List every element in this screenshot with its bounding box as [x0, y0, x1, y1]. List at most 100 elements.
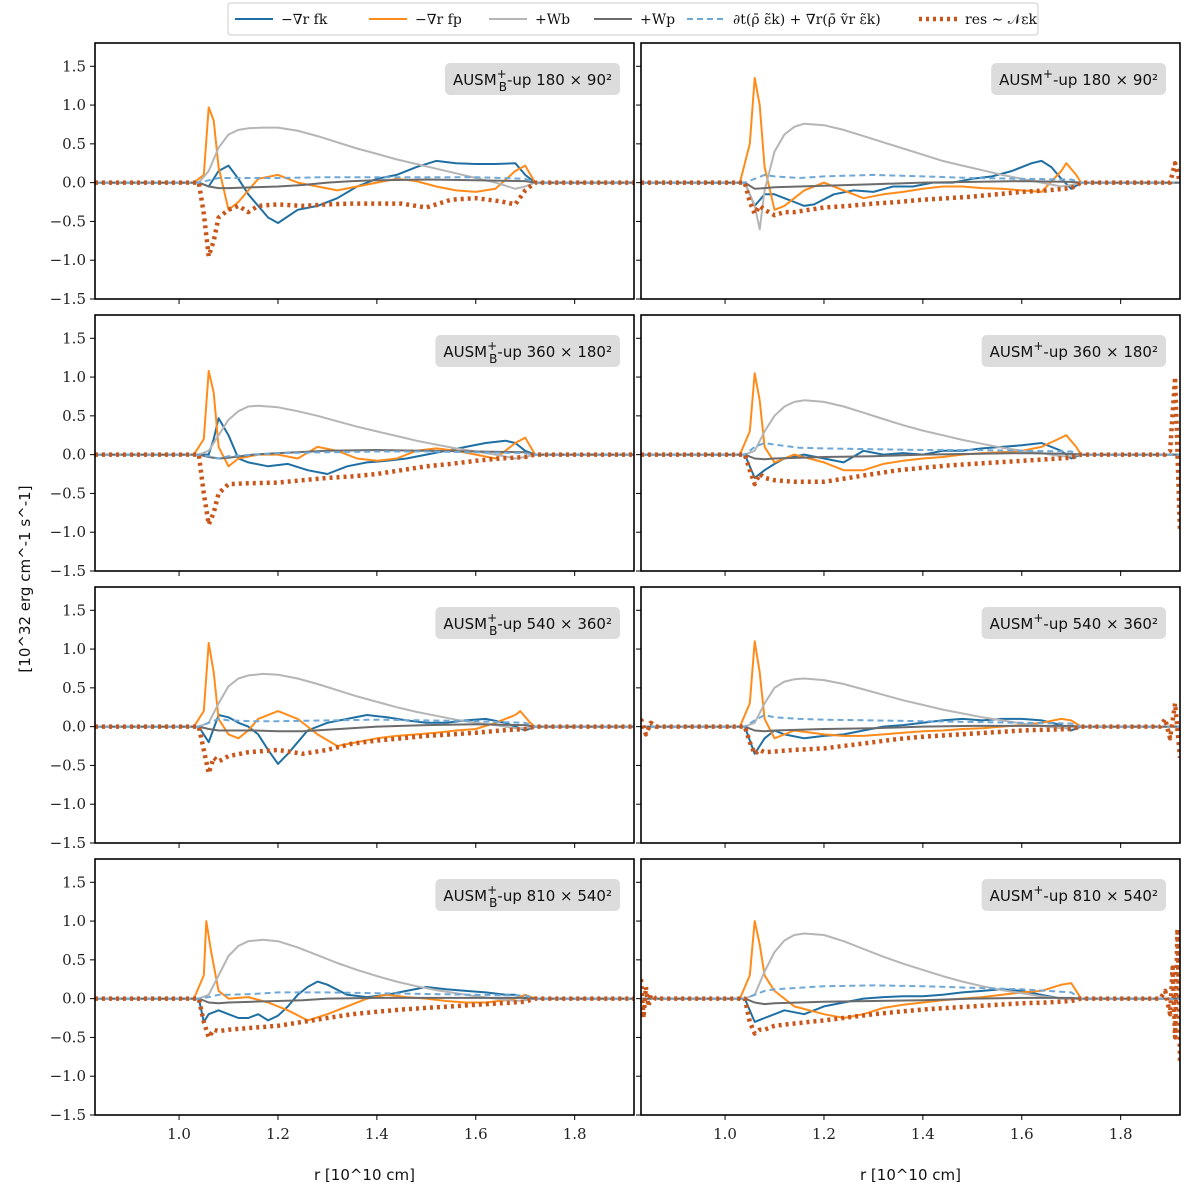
series-line-res: [641, 926, 1180, 1061]
series-line-Wb: [95, 404, 634, 460]
y-tick-label: 0.0: [62, 446, 86, 464]
y-tick-label: 1.0: [62, 640, 86, 658]
y-tick-label: −0.5: [50, 1028, 86, 1046]
panel-title-text: AUSM+-up 180 × 90²: [999, 67, 1158, 89]
x-tick-label: 1.8: [1109, 1125, 1133, 1143]
series-line-res: [641, 160, 1180, 218]
panel-title: AUSM+ B-up 180 × 90²: [444, 63, 620, 95]
y-tick-label: 0.5: [62, 951, 86, 969]
series-line-grad_fp: [95, 920, 634, 1022]
series-group: [641, 920, 1180, 1061]
series-line-Wp: [95, 996, 634, 1005]
panel-title-box: [981, 879, 1166, 911]
y-tick-label: −1.5: [50, 562, 86, 580]
series-line-dt_eps: [641, 714, 1180, 728]
chart-panel: AUSM+-up 180 × 90²: [636, 42, 1181, 304]
panel-title-text: AUSM+ B-up 540 × 360²: [443, 611, 612, 638]
y-tick-label: 0.0: [62, 174, 86, 192]
series-line-Wb: [95, 126, 634, 190]
x-tick-label: 1.0: [167, 1125, 191, 1143]
x-tick-label: 1.2: [266, 1125, 290, 1143]
series-line-res: [95, 180, 634, 259]
y-tick-label: −1.5: [50, 834, 86, 852]
panel-title-box: [991, 63, 1166, 95]
panel-title-text: AUSM+ B-up 180 × 90²: [453, 67, 612, 94]
series-line-res: [641, 374, 1180, 533]
legend-label: +Wp: [640, 12, 675, 28]
series-line-grad_fp: [95, 106, 634, 211]
y-tick-label: −1.5: [50, 290, 86, 308]
series-line-dt_eps: [95, 717, 634, 728]
y-tick-label: −1.0: [50, 795, 86, 813]
series-line-dt_eps: [95, 176, 634, 184]
y-tick-label: −0.5: [50, 756, 86, 774]
series-line-Wp: [641, 724, 1180, 733]
series-group: [95, 641, 634, 776]
series-line-grad_fp: [641, 372, 1180, 472]
y-tick-label: 0.5: [62, 135, 86, 153]
legend-entry: −∇r fk: [235, 12, 328, 28]
series-line-Wp: [641, 180, 1180, 190]
panel-title-text: AUSM+-up 540 × 360²: [990, 611, 1158, 633]
y-tick-label: −0.5: [50, 484, 86, 502]
y-tick-label: −1.0: [50, 251, 86, 269]
series-line-grad_fk: [641, 159, 1180, 207]
series-line-Wp: [95, 178, 634, 190]
panel-title-text: AUSM+-up 360 × 180²: [990, 339, 1158, 361]
series-line-res: [95, 996, 634, 1040]
panel-title-box: [435, 335, 620, 367]
y-tick-label: 1.5: [62, 57, 86, 75]
series-line-Wb: [641, 122, 1180, 231]
series-line-res: [95, 452, 634, 527]
series-group: [95, 106, 634, 259]
series-line-dt_eps: [95, 991, 634, 1000]
panel-title-text: AUSM+-up 810 × 540²: [990, 883, 1158, 905]
series-group: [641, 372, 1180, 533]
x-tick-label: 1.6: [1010, 1125, 1034, 1143]
series-line-dt_eps: [641, 173, 1180, 184]
series-line-Wp: [641, 452, 1180, 461]
legend-label: +Wb: [535, 12, 570, 28]
series-line-grad_fk: [95, 159, 634, 224]
panel-title-box: [435, 607, 620, 639]
chart-panel: 1.0 1.2 1.4 1.6 1.8 AUSM+-up 810 × 540²: [636, 858, 1181, 1143]
series-line-Wb: [95, 938, 634, 1002]
series-line-grad_fp: [95, 641, 634, 747]
x-tick-label: 1.8: [563, 1125, 587, 1143]
y-axis-label: [10^32 erg cm^-1 s^-1]: [16, 485, 34, 672]
panel-frame: [94, 42, 635, 300]
x-tick-label: 1.0: [713, 1125, 737, 1143]
series-line-res: [641, 701, 1180, 758]
y-tick-label: −1.5: [50, 1106, 86, 1124]
panel-title: AUSM+-up 180 × 90²: [991, 63, 1166, 95]
panel-frame: [640, 586, 1181, 844]
series-group: [641, 76, 1180, 231]
panel-frame: [94, 858, 635, 1116]
y-tick-label: 1.5: [62, 329, 86, 347]
series-line-grad_fp: [641, 920, 1180, 1019]
chart-panel: −1.5 −1.0 −0.5 0.0 0.5 1.0 1.5 1.0 1.2 1.4 1.6 1.8 A…: [50, 858, 635, 1143]
series-line-grad_fp: [641, 76, 1180, 211]
y-tick-label: 0.5: [62, 407, 86, 425]
series-line-grad_fk: [95, 714, 634, 765]
y-tick-label: 1.0: [62, 368, 86, 386]
x-axis-label-left: r [10^10 cm]: [314, 1166, 415, 1184]
series-line-dt_eps: [641, 984, 1180, 1000]
panel-title: AUSM+-up 810 × 540²: [981, 879, 1166, 911]
y-tick-label: 1.0: [62, 912, 86, 930]
panel-frame: [94, 586, 635, 844]
series-line-grad_fk: [641, 717, 1180, 755]
series-group: [641, 640, 1180, 758]
legend-label: −∇r fk: [281, 12, 328, 28]
series-line-grad_fp: [641, 640, 1180, 740]
legend-entry: res ∼ 𝒩εk: [919, 12, 1037, 28]
legend-entry: +Wp: [594, 12, 675, 28]
chart-panel: AUSM+-up 540 × 360²: [636, 586, 1181, 848]
series-line-grad_fk: [641, 988, 1180, 1023]
panel-title-text: AUSM+ B-up 810 × 540²: [443, 883, 612, 910]
panel-title-box: [435, 879, 620, 911]
panel-frame: [640, 314, 1181, 572]
chart-panel: −1.5 −1.0 −0.5 0.0 0.5 1.0 1.5 AUSM+ B-up 360 × …: [50, 314, 635, 580]
legend-entry: −∇r fp: [369, 12, 462, 28]
